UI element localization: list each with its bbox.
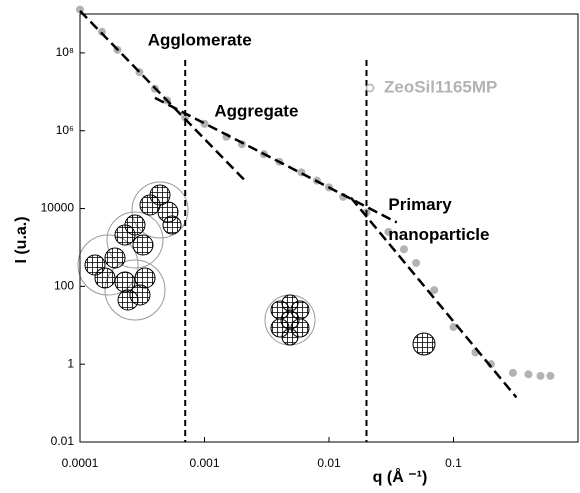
data-point (508, 368, 517, 377)
data-point (536, 371, 545, 380)
y-tick-label: 0.01 (51, 434, 75, 448)
data-point (412, 258, 421, 267)
data-point (384, 227, 393, 236)
data-point (546, 371, 555, 380)
y-tick-label: 10000 (41, 201, 75, 215)
x-axis-label: q (Å ⁻¹) (373, 467, 428, 486)
y-axis-label: I (u.a.) (13, 216, 30, 263)
y-tick-label: 1 (67, 356, 74, 370)
annotation: Primary (388, 195, 452, 214)
plot-frame (79, 13, 579, 443)
fit-line (79, 10, 249, 184)
x-tick-label: 0.0001 (62, 456, 99, 470)
y-tick-label: 100 (54, 279, 74, 293)
data-point (430, 286, 439, 295)
legend-label: ZeoSil1165MP (384, 77, 497, 96)
data-point (449, 323, 458, 332)
annotation: Aggregate (214, 102, 298, 121)
data-point (399, 245, 408, 254)
annotation: Agglomerate (148, 31, 252, 50)
fit-line (349, 196, 518, 399)
legend-marker (365, 83, 375, 93)
particle-illustrations (77, 181, 436, 356)
y-tick-label: 10⁸ (56, 45, 74, 59)
fit-line (154, 96, 398, 224)
x-tick-label: 0.1 (445, 456, 462, 470)
y-tick-label: 10⁶ (56, 123, 74, 137)
annotation: nanoparticle (388, 225, 489, 244)
x-tick-label: 0.001 (189, 456, 219, 470)
x-tick-label: 0.01 (317, 456, 341, 470)
data-point (524, 370, 533, 379)
